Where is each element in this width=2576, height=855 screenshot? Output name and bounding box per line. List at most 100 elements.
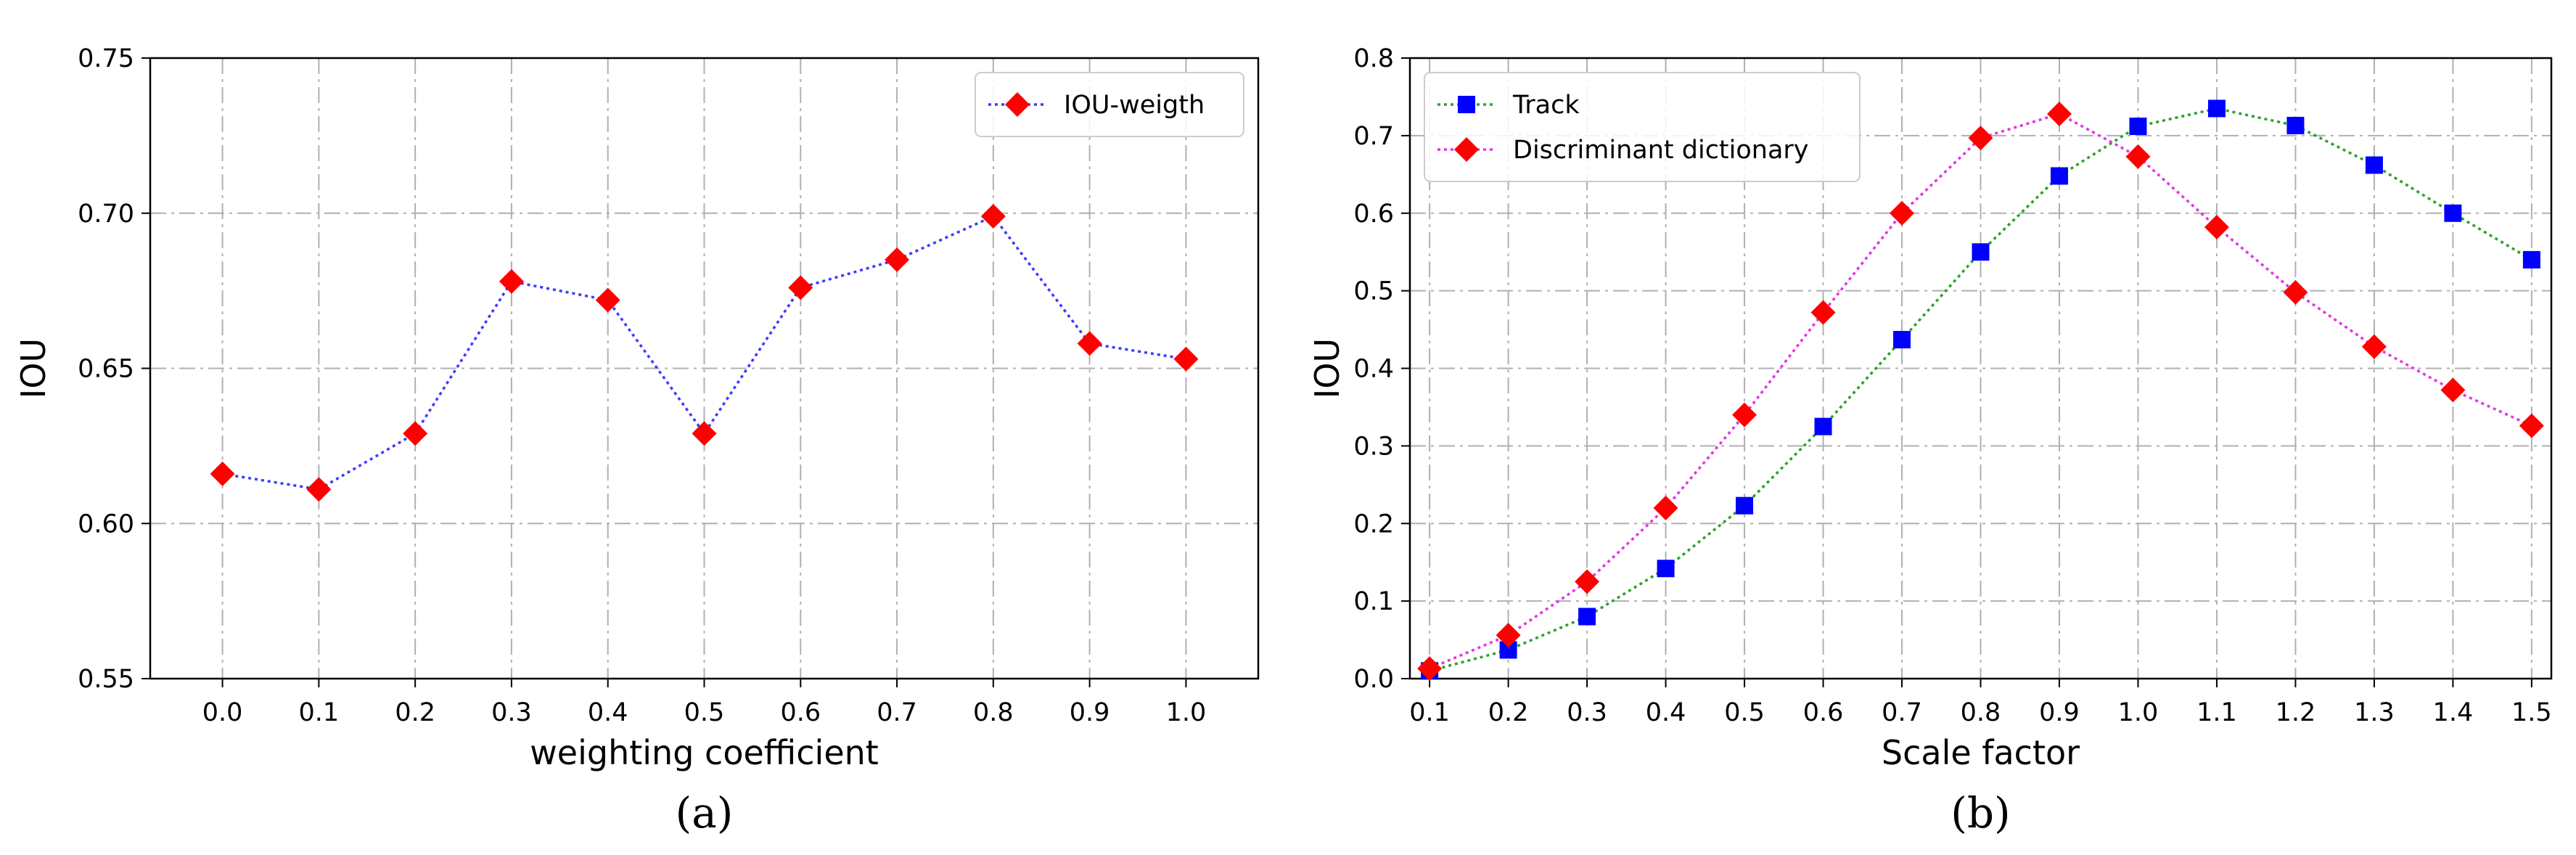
data-point — [306, 477, 332, 502]
x-tick-label: 1.0 — [2118, 698, 2159, 727]
x-axis-label: Scale factor — [1882, 733, 2080, 772]
data-point — [1653, 495, 1678, 520]
y-tick-label: 0.6 — [1353, 200, 1394, 229]
chart-b: 0.1 0.2 0.3 0.4 0.5 0.6 0.7 0.8 0.9 1.0 1.1 1.2 1.3 1… — [1308, 44, 2553, 838]
legend-marker — [1454, 137, 1479, 162]
data-point — [1657, 560, 1675, 578]
x-axis-label: weighting coefficient — [530, 733, 879, 772]
data-point — [1968, 126, 1993, 151]
data-point — [595, 287, 620, 313]
data-point — [1496, 623, 1521, 648]
x-tick-label: 0.2 — [395, 698, 435, 727]
plot-frame — [1408, 57, 2553, 680]
y-tick-label: 0.0 — [1353, 665, 1394, 694]
y-tick-label: 0.65 — [78, 355, 134, 384]
y-tick-label: 0.3 — [1353, 432, 1394, 461]
x-tick-label: 0.9 — [2039, 698, 2080, 727]
series-iou-weigth — [210, 204, 1199, 502]
data-point — [2283, 279, 2308, 305]
x-tick-label: 0.5 — [684, 698, 725, 727]
caption: (b) — [1951, 788, 2010, 838]
data-point — [2444, 204, 2462, 222]
x-tick-label: 0.5 — [1724, 698, 1765, 727]
data-point — [2204, 214, 2229, 240]
x-tick-label: 0.3 — [1567, 698, 1607, 727]
grid — [150, 57, 1258, 679]
data-point — [2129, 118, 2147, 136]
series-line — [222, 214, 1186, 491]
data-point — [1578, 608, 1596, 626]
legend-box — [1424, 72, 1861, 182]
data-point — [1077, 331, 1102, 356]
data-point — [2365, 156, 2383, 174]
legend: Track Discriminant dictionary — [1424, 72, 1861, 182]
data-point — [2046, 101, 2072, 126]
x-tick-label: 0.7 — [877, 698, 917, 727]
y-tick-label: 0.5 — [1353, 277, 1394, 306]
data-point — [2361, 334, 2387, 359]
plot-frame — [149, 57, 1260, 680]
data-point — [403, 421, 428, 446]
x-tick-label: 0.7 — [1882, 698, 1922, 727]
legend-marker — [1458, 96, 1475, 113]
y-axis-label: IOU — [1308, 338, 1347, 398]
x-tick-label: 1.0 — [1166, 698, 1207, 727]
x-tick-label: 0.6 — [780, 698, 821, 727]
x-tick-label: 0.4 — [588, 698, 628, 727]
y-tick-label: 0.7 — [1353, 122, 1394, 151]
x-tick-label: 0.1 — [1409, 698, 1450, 727]
x-tick-label: 1.1 — [2196, 698, 2237, 727]
x-tick-label: 1.5 — [2511, 698, 2552, 727]
y-tick-label: 0.4 — [1353, 355, 1394, 384]
x-tick-label: 1.3 — [2354, 698, 2395, 727]
x-tick-label: 0.1 — [299, 698, 340, 727]
data-point — [1893, 330, 1911, 348]
data-point — [2522, 250, 2540, 269]
data-point — [692, 421, 717, 446]
legend-item: Discriminant dictionary — [1437, 136, 1809, 165]
data-point — [1417, 656, 1443, 682]
data-point — [1814, 417, 1832, 435]
data-point — [2440, 377, 2466, 403]
data-point — [499, 269, 524, 294]
chart-a: 0.0 0.1 0.2 0.3 0.4 0.5 0.6 0.7 0.8 0.9 1.0 0.55 0.6… — [14, 44, 1260, 838]
x-tick-label: 0.0 — [202, 698, 243, 727]
series-line — [1429, 112, 2532, 670]
x-tick-label: 0.2 — [1488, 698, 1529, 727]
legend-item: Track — [1437, 91, 1580, 120]
y-tick-label: 0.75 — [78, 44, 134, 73]
legend-label: IOU-weigth — [1064, 91, 1205, 120]
data-point — [1575, 569, 1600, 594]
data-point — [2519, 413, 2544, 438]
legend-label: Track — [1512, 91, 1580, 120]
data-point — [2207, 99, 2226, 118]
y-tick-label: 0.2 — [1353, 510, 1394, 539]
data-point — [1732, 402, 1757, 428]
y-tick-label: 0.8 — [1353, 44, 1394, 73]
x-tick-label: 0.6 — [1803, 698, 1844, 727]
x-tick-label: 0.9 — [1070, 698, 1110, 727]
y-axis-label: IOU — [14, 338, 53, 398]
data-point — [2050, 167, 2068, 185]
x-tick-label: 0.8 — [1961, 698, 2001, 727]
data-point — [1890, 200, 1915, 226]
data-point — [2286, 116, 2305, 134]
data-point — [788, 275, 813, 300]
legend-item: IOU-weigth — [988, 91, 1205, 120]
data-point — [210, 461, 235, 486]
data-point — [1972, 243, 1990, 261]
x-tick-label: 1.2 — [2276, 698, 2316, 727]
x-tick-label: 0.8 — [973, 698, 1014, 727]
legend-label: Discriminant dictionary — [1513, 136, 1809, 165]
series-track — [1421, 99, 2540, 680]
x-tick-label: 0.4 — [1646, 698, 1686, 727]
data-point — [1810, 300, 1836, 325]
data-point — [885, 247, 910, 272]
caption: (a) — [676, 788, 734, 838]
data-point — [2125, 144, 2151, 169]
y-tick-label: 0.1 — [1353, 587, 1394, 616]
x-tick-label: 1.4 — [2433, 698, 2474, 727]
legend: IOU-weigth — [975, 72, 1244, 137]
y-tick-label: 0.70 — [78, 200, 134, 229]
